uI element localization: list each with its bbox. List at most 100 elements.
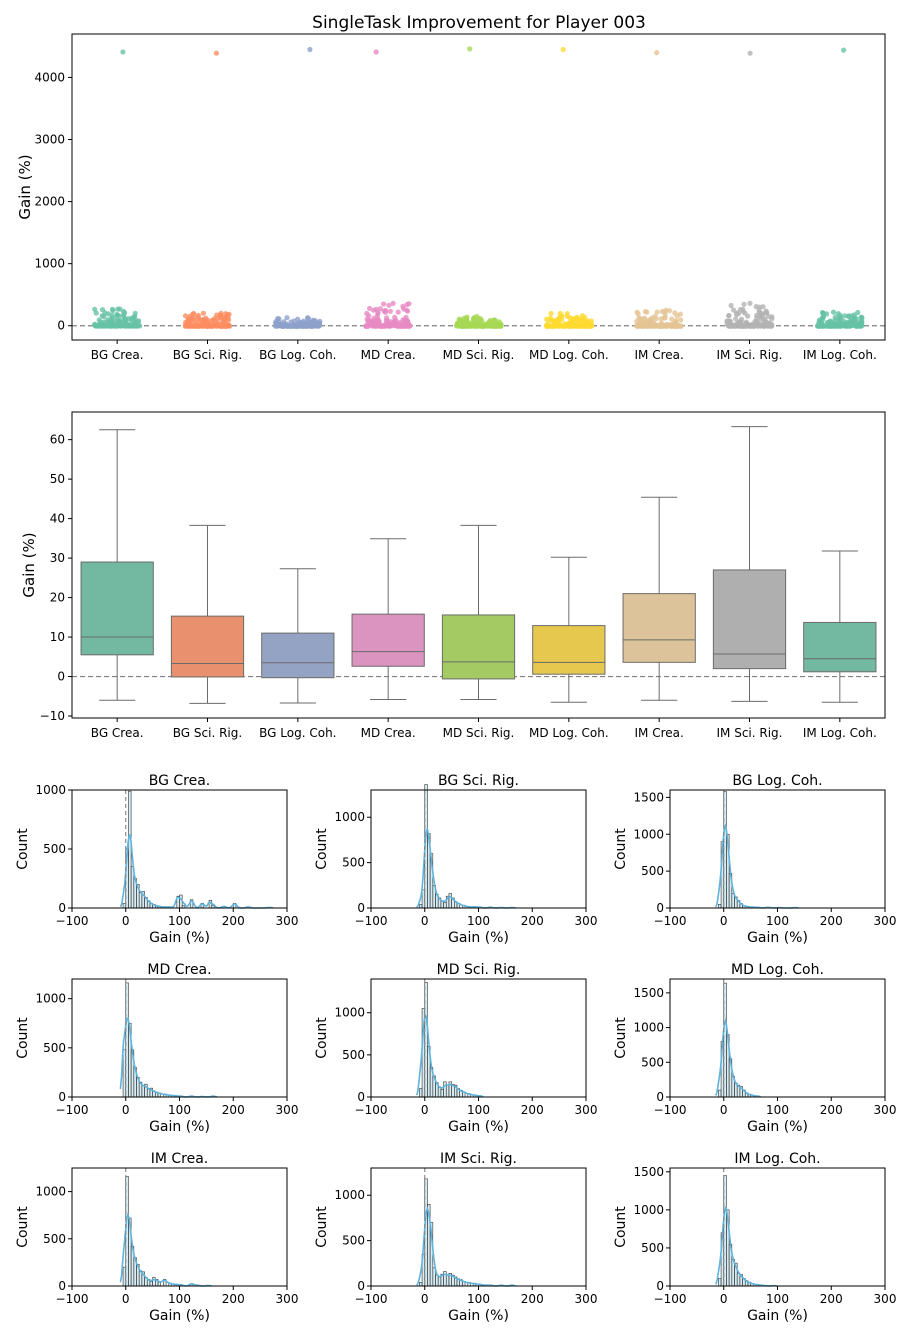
x-tick-label: 300: [874, 914, 897, 928]
data-point: [116, 322, 123, 329]
y-axis-label: Count: [613, 828, 629, 870]
data-point: [733, 316, 739, 322]
x-tick-label: 200: [521, 914, 544, 928]
x-axis-label: Gain (%): [747, 930, 808, 946]
x-tick-label: 0: [122, 1103, 130, 1117]
y-axis-label: Gain (%): [16, 154, 34, 219]
x-tick-label: 200: [222, 1103, 245, 1117]
data-point: [485, 320, 491, 326]
histogram-bar: [141, 1084, 145, 1098]
x-tick-label: 200: [820, 1103, 843, 1117]
box: [261, 632, 335, 679]
y-tick-label: 500: [43, 1232, 66, 1246]
data-point: [820, 315, 826, 321]
data-point: [858, 314, 864, 320]
histogram-bar: [718, 1089, 722, 1098]
histogram-bar: [448, 893, 452, 909]
data-point: [199, 323, 205, 329]
x-tick-label: MD Sci. Rig.: [443, 726, 515, 740]
data-point: [395, 309, 401, 315]
data-point: [392, 314, 398, 320]
x-tick-label: 0: [720, 1292, 728, 1306]
data-point: [371, 318, 377, 324]
x-axis-label: Gain (%): [149, 1119, 210, 1135]
data-point: [816, 323, 823, 329]
data-point: [659, 308, 665, 315]
x-tick-label: 100: [766, 1103, 789, 1117]
x-tick-label: −100: [355, 1292, 388, 1306]
data-point: [853, 316, 859, 322]
data-point: [577, 323, 583, 329]
kde-line: [415, 1012, 484, 1098]
panel-title: MD Crea.: [147, 962, 211, 978]
data-point: [186, 323, 192, 329]
data-point: [570, 323, 576, 329]
data-point: [227, 323, 233, 329]
y-tick-label: 20: [50, 591, 65, 605]
data-point: [115, 318, 121, 324]
x-tick-label: IM Sci. Rig.: [717, 348, 783, 362]
y-tick-label: 500: [43, 1041, 66, 1055]
y-tick-label: 1000: [633, 1021, 664, 1035]
y-axis-label: Count: [314, 1017, 330, 1059]
data-point: [555, 323, 562, 329]
data-point: [195, 314, 201, 320]
y-tick-label: −10: [40, 709, 65, 723]
data-point: [566, 323, 572, 329]
data-point: [546, 323, 552, 329]
data-point: [101, 313, 107, 320]
histogram-bar: [445, 1084, 450, 1098]
data-point: [769, 314, 775, 320]
data-point: [741, 301, 747, 307]
x-axis-label: Gain (%): [448, 1308, 509, 1324]
x-tick-label: 100: [168, 914, 191, 928]
data-point: [370, 307, 377, 313]
y-tick-label: 1500: [633, 986, 664, 1000]
x-tick-label: IM Crea.: [635, 348, 684, 362]
y-tick-label: 30: [50, 551, 65, 565]
x-tick-label: BG Sci. Rig.: [173, 348, 242, 362]
x-tick-label: 200: [521, 1103, 544, 1117]
y-tick-label: 0: [57, 670, 65, 684]
data-point: [282, 323, 288, 329]
data-point: [663, 307, 670, 313]
data-point: [837, 323, 843, 329]
y-axis-label: Count: [613, 1017, 629, 1059]
data-point: [758, 310, 764, 316]
data-point: [381, 301, 387, 307]
x-tick-label: 300: [276, 1292, 299, 1306]
kde-line: [714, 1017, 761, 1098]
data-point: [376, 321, 382, 327]
y-tick-label: 0: [57, 319, 65, 333]
data-point: [194, 323, 200, 329]
data-point: [137, 323, 143, 329]
plot-frame: [370, 1167, 587, 1287]
plot-frame: [370, 978, 587, 1098]
x-tick-label: MD Log. Coh.: [529, 726, 609, 740]
x-axis-label: Gain (%): [149, 930, 210, 946]
box: [441, 614, 516, 680]
data-point: [573, 315, 579, 321]
plot-frame: [71, 978, 288, 1098]
x-tick-label: MD Sci. Rig.: [443, 348, 515, 362]
histogram-bar: [128, 790, 132, 909]
x-tick-label: BG Crea.: [91, 348, 144, 362]
x-tick-label: 100: [467, 914, 490, 928]
y-tick-label: 1000: [334, 810, 365, 824]
y-tick-label: 0: [357, 1279, 365, 1293]
data-point: [654, 309, 660, 315]
x-tick-label: 300: [575, 1103, 598, 1117]
plot-frame: [71, 789, 288, 909]
y-tick-label: 500: [342, 1048, 365, 1062]
outlier-point: [120, 49, 126, 55]
data-point: [290, 322, 296, 328]
panel-title: IM Crea.: [151, 1151, 209, 1167]
data-point: [661, 315, 667, 321]
y-axis-label: Count: [314, 1206, 330, 1248]
data-point: [849, 322, 856, 328]
data-point: [745, 313, 751, 319]
x-axis-label: Gain (%): [448, 930, 509, 946]
data-point: [678, 317, 684, 323]
